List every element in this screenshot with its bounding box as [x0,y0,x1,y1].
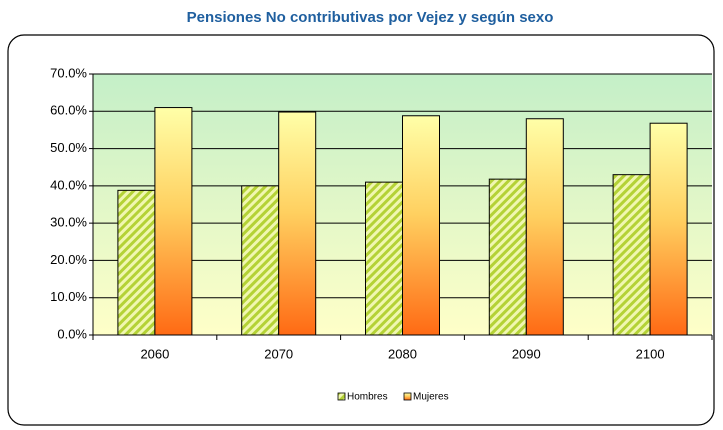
bar [365,181,403,336]
legend-swatch [337,392,346,401]
y-tick-label: 0.0% [57,326,87,341]
y-tick-label: 20.0% [50,252,87,267]
bar [649,122,688,336]
legend-label: Hombres [347,392,388,403]
bar [402,115,440,336]
y-tick-label: 60.0% [50,103,87,118]
bar [241,185,280,336]
y-tick-label: 70.0% [50,65,87,80]
chart-frame [7,34,715,426]
y-tick-label: 40.0% [50,177,87,192]
chart-title: Pensiones No contributivas por Vejez y s… [187,9,554,26]
bar [117,189,156,336]
bar [525,118,564,336]
x-tick-label: 2080 [388,346,417,361]
bar [488,178,527,336]
bar [612,174,651,336]
y-tick-label: 50.0% [50,140,87,155]
bar [278,111,317,336]
x-tick-label: 2090 [512,346,541,361]
x-tick-label: 2070 [264,346,293,361]
bar [154,107,193,336]
x-tick-label: 2060 [140,346,169,361]
legend-label: Mujeres [413,392,449,403]
legend-swatch [403,392,412,401]
y-tick-label: 30.0% [50,215,87,230]
y-tick-label: 10.0% [50,289,87,304]
x-tick-label: 2100 [636,346,665,361]
